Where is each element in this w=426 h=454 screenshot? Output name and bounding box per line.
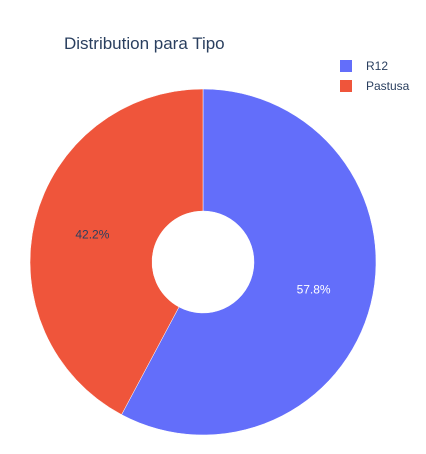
legend-item-pastusa[interactable]: Pastusa bbox=[340, 76, 409, 96]
slice-pastusa[interactable] bbox=[29, 88, 204, 415]
legend-label-pastusa: Pastusa bbox=[366, 79, 410, 93]
slice-label-pastusa: 42.2% bbox=[75, 227, 109, 241]
legend-item-r12[interactable]: R12 bbox=[340, 56, 409, 76]
legend-swatch-pastusa bbox=[340, 80, 352, 92]
chart-title: Distribution para Tipo bbox=[64, 34, 225, 53]
slice-label-r12: 57.8% bbox=[297, 283, 331, 297]
legend-label-r12: R12 bbox=[366, 59, 389, 73]
legend-swatch-r12 bbox=[340, 60, 352, 72]
legend: R12 Pastusa bbox=[340, 56, 409, 96]
slice-r12[interactable] bbox=[121, 88, 377, 436]
